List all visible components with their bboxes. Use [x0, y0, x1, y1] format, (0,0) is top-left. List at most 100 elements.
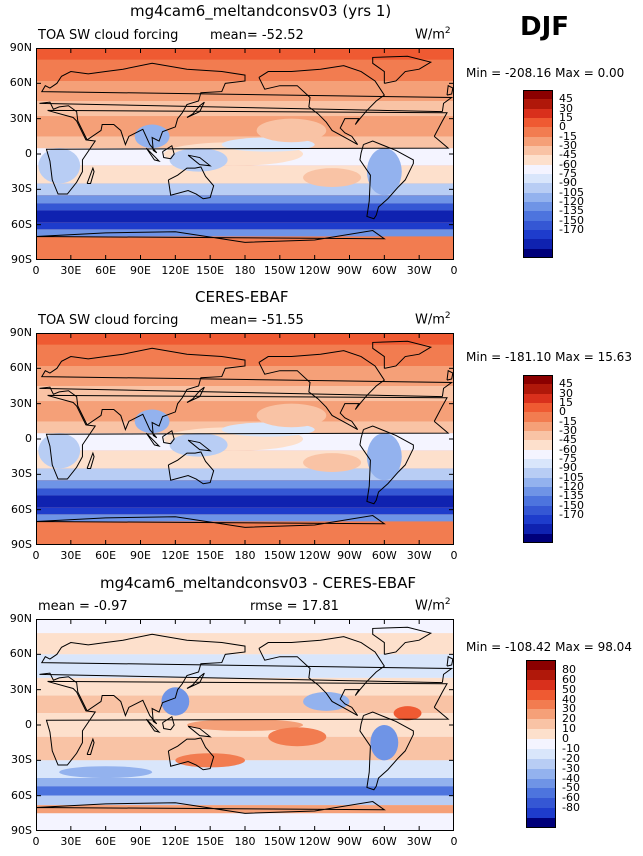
field-blob [38, 433, 81, 469]
colorbar-label: -60 [559, 157, 577, 171]
colorbar-label: -90 [559, 461, 577, 475]
field-blob [134, 124, 170, 149]
colorbar-swatch [523, 230, 553, 240]
coastline [145, 147, 161, 162]
colorbar-label: -15 [559, 129, 577, 143]
coastline [167, 737, 215, 771]
lon-tick-label: 0 [32, 835, 40, 848]
field-band [36, 488, 454, 496]
panel-1-colorbar: 45 30 15 0 -15 -30 -45 -60 -75 -90 -105 -120 -135 -15… [523, 90, 603, 259]
colorbar-swatch [523, 99, 553, 110]
lon-tick-label: 150E [196, 835, 225, 848]
lat-tick-label: 90S [11, 538, 32, 551]
colorbar-swatch [526, 719, 556, 730]
panel-3-units: W/m2 [415, 597, 451, 613]
colorbar-swatch [523, 505, 553, 516]
lon-tick-label: 60W [371, 549, 397, 562]
lat-tick-label: 60S [11, 217, 32, 231]
colorbar-label: -90 [559, 176, 577, 190]
lat-tick-label: 60S [11, 788, 32, 802]
lon-tick-label: 0 [32, 264, 40, 277]
coastline [39, 347, 454, 439]
colorbar-label: 0 [559, 120, 566, 134]
field-band [36, 654, 454, 678]
field-band [36, 521, 454, 545]
colorbar-swatch [523, 403, 553, 413]
coastline [36, 515, 386, 545]
field-blob [303, 453, 362, 472]
colorbar-swatch [523, 136, 553, 147]
units-text: W/m [415, 27, 445, 43]
colorbar-swatch [526, 709, 556, 720]
field-band [36, 507, 454, 515]
panel-1-units: W/m2 [415, 26, 451, 42]
coastline [162, 715, 175, 731]
field-band [36, 365, 454, 386]
lon-tick-label: 120W [298, 549, 331, 562]
colorbar-swatch [523, 146, 553, 156]
field-band [36, 401, 454, 422]
colorbar-label: -135 [559, 204, 584, 218]
field-blob [38, 148, 81, 184]
lon-tick-label: 120W [298, 835, 331, 848]
lat-tick-label: 90N [9, 41, 32, 54]
coastline [187, 154, 212, 167]
lon-tick-label: 90W [337, 835, 362, 848]
field-band [36, 514, 454, 522]
lat-tick-label: 90S [11, 253, 32, 266]
colorbar-swatch [526, 679, 556, 691]
colorbar-label: -20 [562, 751, 580, 765]
coastline [145, 432, 161, 447]
lat-tick-label: 30S [11, 753, 32, 767]
lon-tick-label: 120E [161, 549, 190, 562]
colorbar-swatch [523, 248, 553, 259]
coastline [258, 65, 386, 146]
colorbar-label: 80 [562, 662, 576, 676]
lon-tick-label: 120E [161, 835, 190, 848]
colorbar-label: -170 [559, 508, 584, 521]
coastline [359, 140, 414, 220]
coastline [45, 109, 450, 195]
colorbar-swatch [523, 174, 553, 184]
coastline [258, 636, 386, 717]
lon-tick-label: 90E [130, 549, 151, 562]
units-superscript: 2 [444, 26, 451, 36]
colorbar-swatch [526, 788, 556, 799]
lon-tick-label: 90W [337, 264, 362, 277]
colorbar-label: 15 [559, 111, 573, 124]
coastline [372, 340, 433, 369]
lat-tick-label: 60S [11, 502, 32, 516]
colorbar-swatch [526, 748, 556, 760]
colorbar-swatch [526, 758, 556, 770]
field-band [36, 116, 454, 137]
coastline [258, 350, 386, 431]
colorbar-swatch [526, 739, 556, 750]
coastline [45, 680, 450, 766]
colorbar-swatch [523, 90, 553, 100]
field-blob [161, 687, 190, 716]
lon-tick-label: 180 [234, 835, 256, 848]
panel-2-title: CERES-EBAF [195, 288, 289, 306]
field-band [36, 736, 454, 761]
field-blob [186, 719, 304, 731]
lat-tick-label: 60N [9, 361, 32, 375]
field-band [36, 695, 454, 714]
colorbar-label: -45 [559, 148, 577, 162]
colorbar-swatch [526, 729, 556, 740]
coastline [86, 451, 95, 469]
lat-tick-label: 90N [9, 326, 32, 339]
colorbar-label: -30 [559, 139, 577, 152]
colorbar-label: -45 [559, 433, 577, 447]
field-band [36, 48, 454, 60]
colorbar-swatch [526, 778, 556, 789]
lon-tick-label: 180 [234, 549, 256, 562]
lat-tick-label: 30N [9, 396, 32, 410]
panel-2-units: W/m2 [415, 311, 451, 327]
coastline [45, 394, 450, 480]
coastline [162, 144, 175, 160]
colorbar-swatch [526, 808, 556, 819]
colorbar-label: -150 [559, 213, 584, 227]
lat-tick-label: 30S [11, 182, 32, 196]
colorbar-label: 60 [562, 672, 576, 686]
colorbar-swatch [523, 118, 553, 128]
